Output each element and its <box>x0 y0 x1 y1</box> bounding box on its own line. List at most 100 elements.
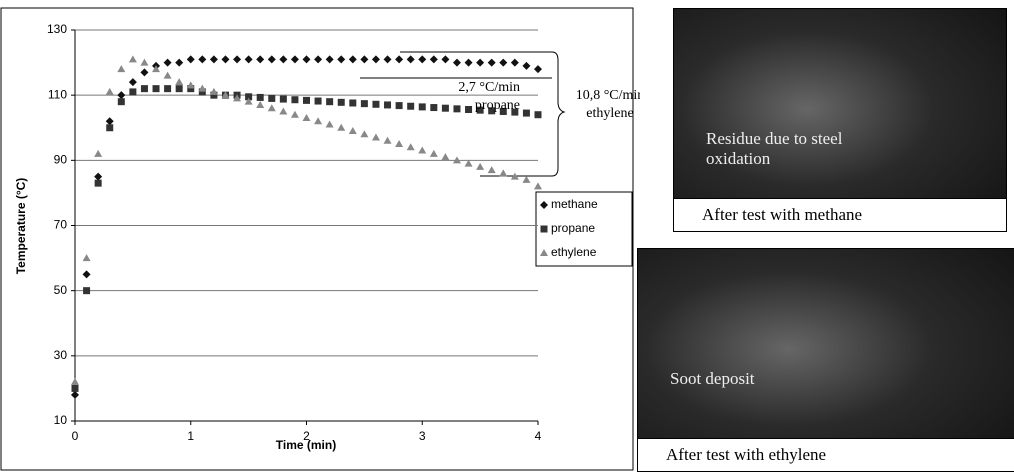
marker <box>267 104 276 112</box>
legend-label: ethylene <box>551 245 597 259</box>
marker <box>534 111 542 119</box>
marker <box>233 55 242 64</box>
marker <box>117 65 126 73</box>
marker <box>418 55 427 64</box>
x-tick-label: 4 <box>535 429 542 443</box>
y-axis-label: Temperature (°C) <box>14 178 28 275</box>
marker <box>418 103 426 111</box>
marker <box>140 58 149 66</box>
y-tick-label: 50 <box>54 283 68 297</box>
marker <box>383 55 392 64</box>
marker <box>371 55 380 64</box>
marker <box>372 100 380 108</box>
marker <box>221 91 230 99</box>
marker <box>175 78 184 86</box>
y-tick-label: 10 <box>54 413 68 427</box>
marker <box>371 133 380 141</box>
marker <box>406 55 415 64</box>
marker <box>279 107 288 115</box>
marker <box>337 55 346 64</box>
marker <box>256 100 265 108</box>
marker <box>453 105 461 113</box>
x-tick-label: 3 <box>419 429 426 443</box>
photo: Soot deposit After test with ethylene <box>637 248 1014 472</box>
marker <box>464 159 473 167</box>
marker <box>522 61 531 70</box>
marker <box>487 166 496 174</box>
marker <box>522 109 530 117</box>
marker <box>117 91 126 100</box>
marker <box>325 55 334 64</box>
marker <box>245 93 253 101</box>
marker <box>82 270 91 279</box>
marker <box>82 254 91 262</box>
y-tick-label: 110 <box>48 87 67 101</box>
marker <box>360 100 368 108</box>
marker <box>198 84 207 92</box>
marker <box>186 55 195 64</box>
marker <box>209 55 218 64</box>
marker <box>268 94 276 102</box>
marker <box>291 96 299 104</box>
legend-marker <box>540 225 548 233</box>
marker <box>187 85 195 93</box>
marker <box>163 71 172 79</box>
marker <box>429 55 438 64</box>
legend-box <box>535 191 633 267</box>
marker <box>128 78 137 87</box>
marker <box>349 99 357 107</box>
marker <box>140 85 148 93</box>
marker <box>337 123 346 131</box>
y-tick-label: 130 <box>47 22 67 36</box>
marker <box>198 55 207 64</box>
marker <box>303 96 310 104</box>
x-tick-label: 1 <box>187 429 194 443</box>
marker <box>140 68 149 77</box>
marker <box>360 55 369 64</box>
x-tick-label: 0 <box>72 429 79 443</box>
marker <box>186 81 195 89</box>
marker <box>267 55 276 64</box>
marker <box>348 55 357 64</box>
marker <box>452 58 461 67</box>
marker <box>71 390 79 399</box>
marker <box>256 55 265 64</box>
marker <box>337 98 345 106</box>
marker <box>499 58 508 67</box>
marker <box>302 113 311 121</box>
marker <box>71 384 79 392</box>
marker <box>395 140 404 148</box>
marker <box>441 104 449 112</box>
marker <box>499 107 507 115</box>
marker <box>105 87 114 95</box>
marker <box>256 93 264 101</box>
marker <box>221 55 230 64</box>
marker <box>395 55 404 64</box>
marker <box>510 172 519 180</box>
photo-caption: After test with methane <box>674 198 1006 231</box>
marker <box>522 175 531 183</box>
marker <box>430 104 438 112</box>
photo-caption: After test with ethylene <box>638 438 1014 471</box>
marker <box>314 97 322 105</box>
photo: Residue due to steel oxidation After tes… <box>673 8 1007 232</box>
marker <box>279 95 287 103</box>
marker <box>511 108 519 116</box>
marker <box>452 156 461 164</box>
marker <box>464 58 473 67</box>
marker <box>325 120 334 128</box>
y-tick-label: 30 <box>54 348 68 362</box>
legend-label: methane <box>551 197 598 211</box>
marker <box>279 55 288 64</box>
marker <box>476 162 485 170</box>
marker <box>209 87 218 95</box>
annotation: ethylene <box>586 106 633 121</box>
marker <box>488 107 496 115</box>
marker <box>94 172 103 181</box>
marker <box>152 65 161 73</box>
legend-marker <box>540 201 548 209</box>
marker <box>326 98 334 106</box>
marker <box>360 130 369 138</box>
marker <box>510 58 519 67</box>
